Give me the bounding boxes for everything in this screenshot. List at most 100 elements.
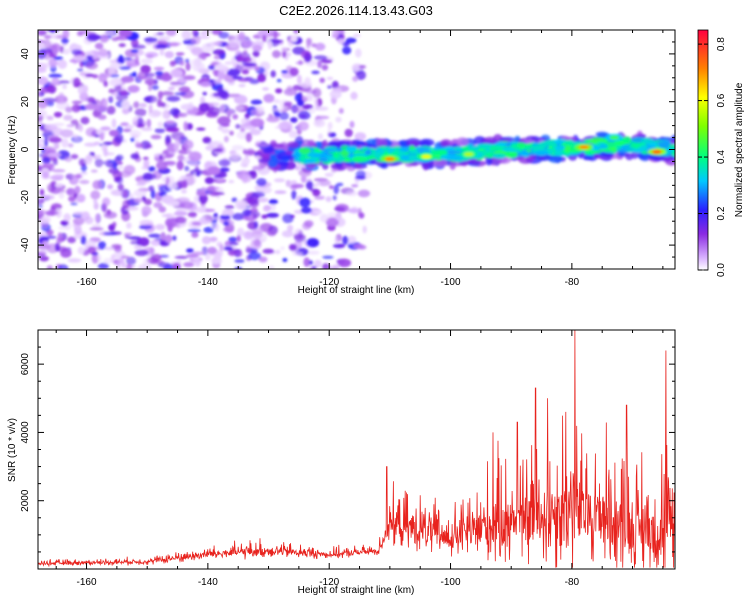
noise-blob [95,154,102,159]
signal-core-blob [298,147,311,155]
noise-blob [84,142,97,147]
noise-blob [251,191,266,198]
noise-blob [141,127,153,131]
noise-blob [205,252,211,261]
noise-blob [235,124,241,129]
noise-blob [94,42,104,50]
signal-core-blob [631,147,646,153]
noise-blob [111,118,117,129]
noise-blob [79,171,88,175]
noise-blob [215,178,225,182]
noise-blob [193,31,200,38]
noise-blob [85,127,98,137]
signal-halo-blob [456,137,469,147]
noise-blob [183,262,195,268]
y-tick-label: 6000 [20,353,31,376]
noise-blob [281,230,294,238]
noise-blob [183,121,188,132]
signal-halo-blob [380,162,389,169]
y-tick-label: 40 [20,48,31,60]
signal-core-blob [599,143,608,149]
noise-blob [51,127,63,136]
noise-blob [205,145,215,151]
noise-blob [186,248,194,253]
spectrogram-ticks: -160 -140 -120 -100 -80 -40 -20 0 20 40 [20,29,675,288]
noise-blob [210,223,219,230]
noise-blob [201,43,215,53]
noise-blob [47,183,56,193]
noise-blob [217,125,224,131]
noise-blob [303,220,314,228]
noise-blob [53,56,64,61]
noise-blob [52,169,66,173]
noise-blob [308,107,316,114]
noise-blob [53,111,63,118]
noise-blob [307,250,320,255]
noise-blob [56,237,62,245]
signal-halo-blob [407,141,418,146]
noise-blob [178,112,188,118]
noise-blob [110,74,120,78]
noise-blob [187,228,201,233]
noise-blob [155,224,166,231]
noise-blob [66,188,76,196]
noise-blob [233,94,248,105]
noise-blob [54,242,60,252]
signal-halo-blob [267,159,278,168]
noise-blob [123,128,132,133]
noise-blob [116,56,126,65]
noise-blob [312,87,322,98]
noise-blob [328,185,334,190]
noise-blob [274,125,289,130]
noise-blob [38,164,42,172]
noise-blob [342,235,349,245]
noise-blob [156,32,165,36]
noise-blob [139,102,148,108]
noise-blob [174,211,188,217]
noise-blob [279,111,289,121]
noise-blob [122,199,130,210]
noise-blob [77,68,84,72]
noise-blob [172,263,181,269]
noise-blob [102,203,107,213]
noise-blob [232,114,239,120]
noise-blob [169,107,180,116]
signal-halo-blob [473,136,486,145]
noise-blob [195,171,201,177]
noise-blob [191,47,204,56]
noise-blob [217,116,231,126]
noise-blob [153,66,165,71]
noise-blob [103,258,112,264]
noise-blob [38,121,44,126]
noise-blob [112,162,118,171]
noise-blob [150,189,156,199]
noise-blob [161,91,174,96]
signal-halo-blob [321,139,328,148]
signal-core-blob [364,149,372,156]
noise-blob [175,52,185,56]
noise-blob [121,99,131,110]
noise-blob [333,243,346,249]
y-tick-label: -40 [20,237,31,252]
x-tick-label: -100 [441,577,461,588]
noise-blob [63,213,71,222]
noise-blob [325,217,339,227]
noise-blob [97,241,107,250]
noise-blob [79,72,86,76]
noise-blob [208,65,216,70]
noise-blob [93,199,98,204]
noise-blob [327,132,336,137]
x-tick-label: -160 [77,577,97,588]
noise-blob [174,92,187,96]
noise-blob [347,235,357,244]
signal-halo-blob [285,150,293,155]
noise-blob [183,139,194,150]
noise-blob [311,43,317,48]
noise-blob [351,184,359,188]
noise-blob [65,106,73,113]
noise-blob [304,51,310,57]
noise-blob [219,167,230,172]
noise-blob [244,76,254,81]
noise-blob [94,158,103,168]
noise-blob [324,172,334,177]
